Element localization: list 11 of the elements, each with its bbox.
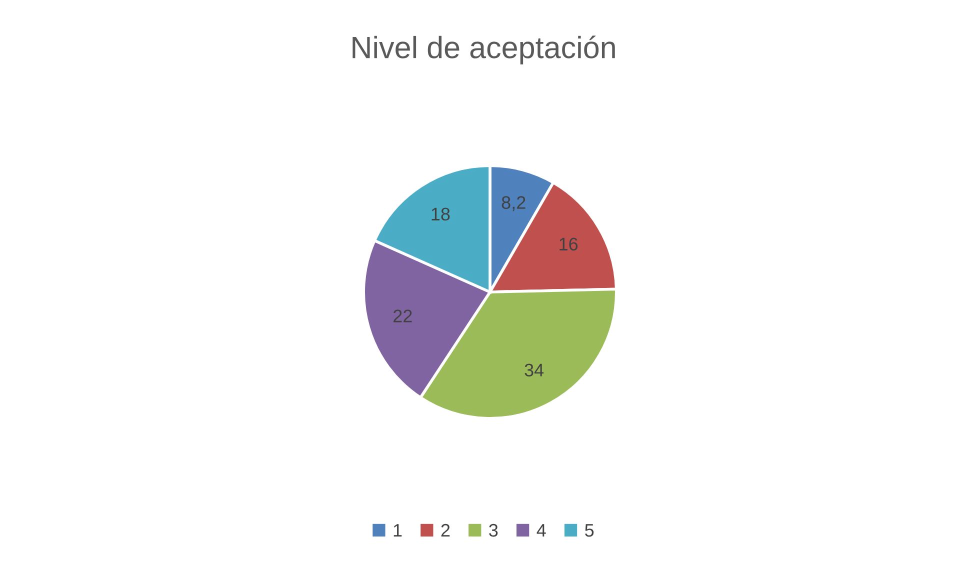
legend-label: 4	[536, 524, 546, 537]
data-label: 16	[560, 238, 578, 251]
data-label: 8,2	[502, 196, 526, 212]
data-label: 18	[432, 208, 450, 221]
legend-label: 3	[489, 524, 498, 537]
legend-label: 1	[394, 524, 402, 537]
chart-title: Nivel de aceptación	[352, 36, 615, 64]
legend-label: 2	[441, 524, 450, 537]
legend-label: 5	[585, 524, 594, 537]
data-label: 34	[524, 364, 544, 376]
data-label: 22	[394, 310, 412, 322]
